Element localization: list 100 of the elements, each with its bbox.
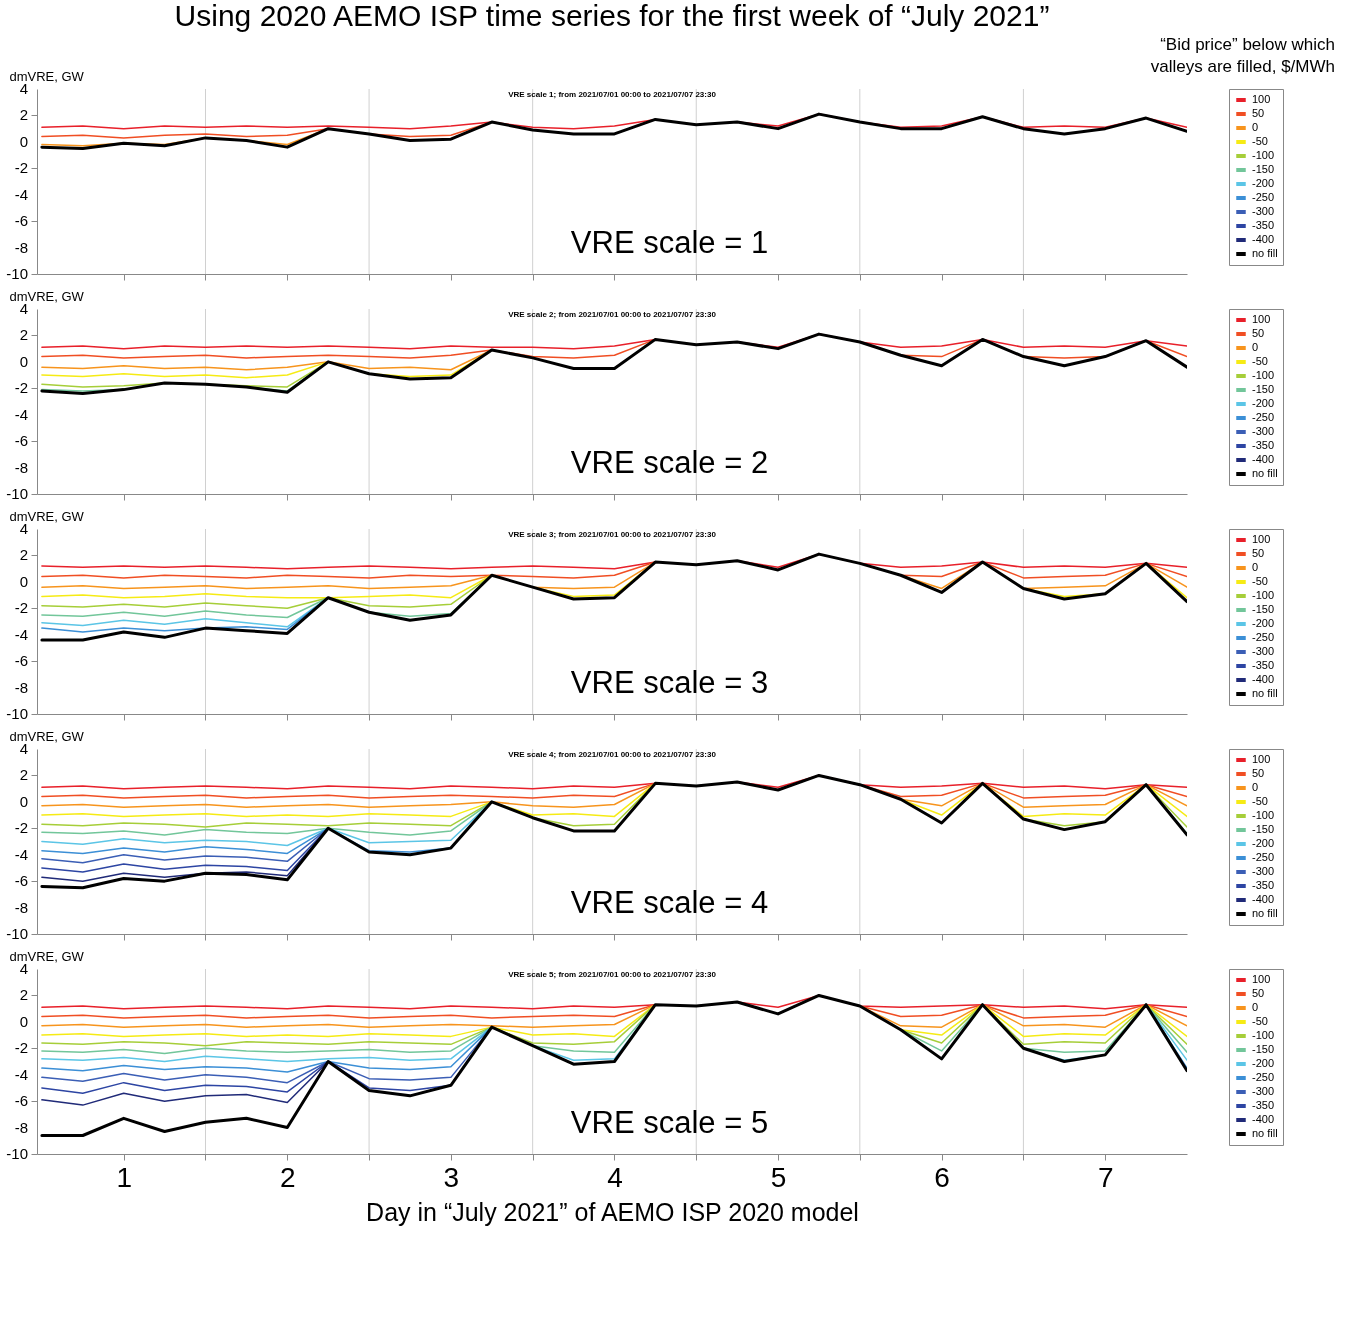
x-tick-label: 6: [934, 1161, 950, 1193]
legend-label: no fill: [1252, 907, 1278, 919]
legend-title: “Bid price” below which valleys are filled, $/MWh: [1150, 35, 1335, 76]
legend-label: -200: [1252, 837, 1275, 849]
legend-label: -250: [1252, 411, 1275, 423]
legend-label: -150: [1252, 163, 1275, 175]
legend-label: -350: [1252, 439, 1275, 451]
legend-label: 100: [1252, 93, 1271, 105]
y-tick-label: 0: [19, 352, 28, 370]
legend-label: 100: [1252, 753, 1271, 765]
y-tick-label: 0: [19, 792, 28, 810]
legend-label: 100: [1252, 313, 1271, 325]
y-tick-label: -4: [14, 625, 28, 643]
y-tick-label: -6: [14, 1092, 28, 1110]
y-tick-label: -10: [6, 265, 28, 282]
legend-label: -400: [1252, 893, 1275, 905]
legend-label: -350: [1252, 219, 1275, 231]
chart-subtitle: VRE scale 2; from 2021/07/01 00:00 to 2021/07/07 23:30: [508, 310, 717, 319]
legend-label: 50: [1252, 327, 1265, 339]
legend-label: -50: [1252, 575, 1268, 587]
legend-label: 0: [1252, 341, 1259, 353]
legend-label: -250: [1252, 191, 1275, 203]
annotation: VRE scale = 5: [570, 1105, 769, 1140]
y-tick-label: -2: [14, 1039, 28, 1057]
annotation: VRE scale = 3: [570, 665, 769, 700]
legend-label: -50: [1252, 135, 1268, 147]
y-tick-label: 2: [19, 326, 28, 344]
chart-subtitle: VRE scale 3; from 2021/07/01 00:00 to 2021/07/07 23:30: [508, 530, 717, 539]
legend-label: -150: [1252, 383, 1275, 395]
y-tick-label: -8: [14, 238, 28, 256]
legend-label: 50: [1252, 107, 1265, 119]
legend-label: 50: [1252, 767, 1265, 779]
y-tick-label: 2: [19, 106, 28, 124]
legend-label: -200: [1252, 177, 1275, 189]
legend-label: -50: [1252, 795, 1268, 807]
x-tick-label: 2: [280, 1161, 296, 1193]
chart-subtitle: VRE scale 5; from 2021/07/01 00:00 to 2021/07/07 23:30: [508, 970, 717, 979]
legend-label: -350: [1252, 1099, 1275, 1111]
y-tick-label: 2: [19, 986, 28, 1004]
x-tick-label: 7: [1097, 1161, 1114, 1193]
legend-label: 0: [1252, 781, 1259, 793]
legend-label: -150: [1252, 603, 1275, 615]
y-tick-label: -10: [6, 705, 28, 722]
legend-label: -150: [1252, 1043, 1275, 1055]
legend-label: -300: [1252, 645, 1275, 657]
legend-label: 100: [1252, 973, 1271, 985]
legend-label: -100: [1252, 369, 1275, 381]
y-tick-label: 2: [19, 546, 28, 564]
legend-label: -150: [1252, 823, 1275, 835]
legend-label: -400: [1252, 233, 1275, 245]
y-tick-label: -4: [14, 1065, 28, 1083]
legend-label: -400: [1252, 1113, 1275, 1125]
legend-label: -300: [1252, 205, 1275, 217]
y-tick-label: -4: [14, 845, 28, 863]
legend-label: no fill: [1252, 467, 1278, 479]
y-tick-label: -8: [14, 678, 28, 696]
y-tick-label: -10: [6, 485, 28, 502]
legend-label: -350: [1252, 879, 1275, 891]
annotation: VRE scale = 2: [570, 445, 769, 480]
legend-label: no fill: [1252, 247, 1278, 259]
legend-label: -300: [1252, 1085, 1275, 1097]
y-tick-label: -10: [6, 925, 28, 942]
legend-label: -50: [1252, 355, 1268, 367]
legend-label: -250: [1252, 631, 1275, 643]
legend-label: -200: [1252, 1057, 1275, 1069]
legend-label: -250: [1252, 1071, 1275, 1083]
legend-label: 50: [1252, 987, 1265, 999]
legend-label: 50: [1252, 547, 1265, 559]
y-tick-label: -4: [14, 405, 28, 423]
legend-label: -100: [1252, 809, 1275, 821]
y-tick-label: -2: [14, 159, 28, 177]
chart-title: Using 2020 AEMO ISP time series for the first week of “July 2021”: [174, 0, 1050, 32]
legend-label: no fill: [1252, 687, 1278, 699]
y-tick-label: 2: [19, 766, 28, 784]
legend-label: -300: [1252, 865, 1275, 877]
x-tick-label: 5: [770, 1161, 787, 1193]
legend-label: no fill: [1252, 1127, 1278, 1139]
y-tick-label: -6: [14, 212, 28, 230]
legend-label: -100: [1252, 149, 1275, 161]
legend-label: 0: [1252, 561, 1259, 573]
chart-subtitle: VRE scale 1; from 2021/07/01 00:00 to 2021/07/07 23:30: [508, 90, 717, 99]
y-tick-label: -2: [14, 819, 28, 837]
y-tick-label: -6: [14, 872, 28, 890]
legend-label: -50: [1252, 1015, 1268, 1027]
legend-label: -300: [1252, 425, 1275, 437]
legend-label: -400: [1252, 453, 1275, 465]
y-tick-label: -8: [14, 898, 28, 916]
annotation: VRE scale = 1: [570, 225, 769, 260]
y-tick-label: -8: [14, 458, 28, 476]
legend-label: -350: [1252, 659, 1275, 671]
x-tick-label: 1: [116, 1161, 132, 1193]
y-tick-label: -2: [14, 599, 28, 617]
y-tick-label: 0: [19, 572, 28, 590]
legend-label: -250: [1252, 851, 1275, 863]
chart-subtitle: VRE scale 4; from 2021/07/01 00:00 to 2021/07/07 23:30: [508, 750, 717, 759]
y-tick-label: -4: [14, 185, 28, 203]
legend-label: 0: [1252, 121, 1259, 133]
y-tick-label: -6: [14, 652, 28, 670]
annotation: VRE scale = 4: [570, 885, 769, 920]
legend-label: -100: [1252, 1029, 1275, 1041]
